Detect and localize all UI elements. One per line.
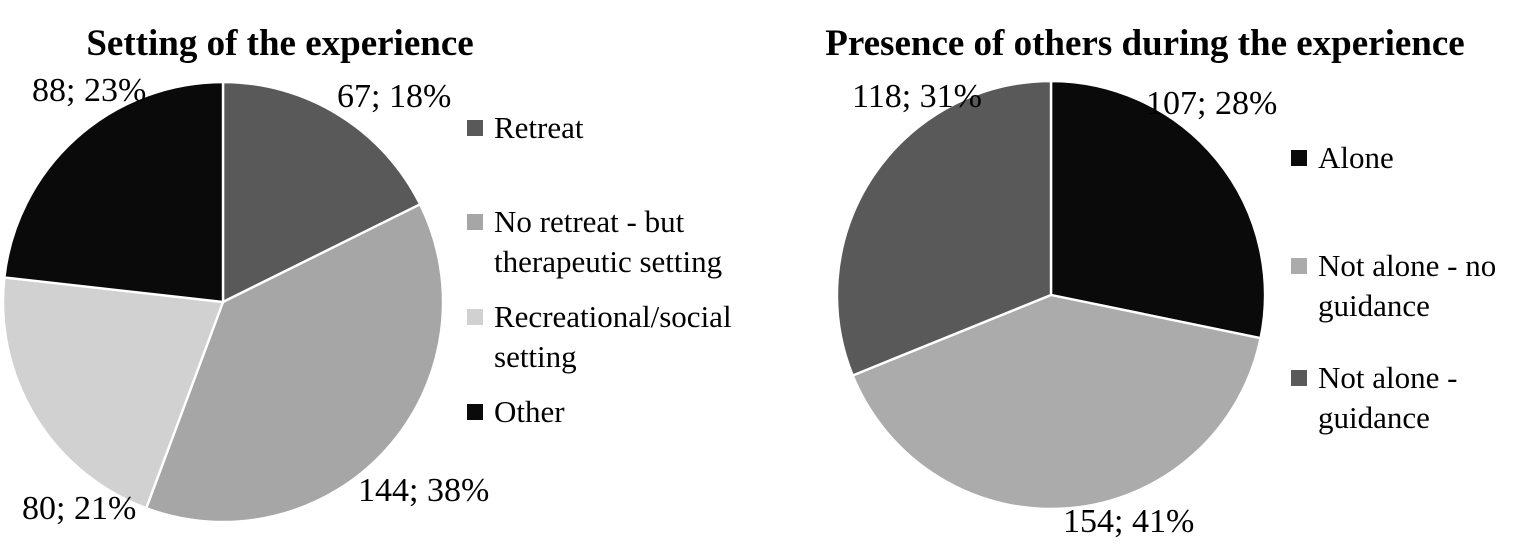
pie-setting-of-experience — [1, 80, 445, 524]
legend-label-no-retreat-therapeutic: No retreat - but therapeutic setting — [494, 204, 723, 279]
pie-presence-of-others — [835, 79, 1267, 511]
data-label-alone: 107; 28% — [1146, 85, 1278, 122]
pie-slice-alone — [1049, 79, 1267, 340]
pie-slice-not-alone-no-guidance — [851, 293, 1263, 511]
legend-label-recreational-social: Recreational/social setting — [494, 299, 732, 374]
data-label-not-alone-guidance: 118; 31% — [852, 78, 983, 115]
legend-swatch-other — [467, 404, 483, 420]
data-label-recreational: 80; 21% — [22, 490, 137, 527]
pie-slice-not-alone-guidance — [835, 79, 1053, 378]
legend-label-not-alone-no-guidance: Not alone - no guidance — [1318, 248, 1497, 323]
legend-label-alone: Alone — [1318, 140, 1394, 175]
legend-item-not-alone-guidance: Not alone - guidance — [1291, 358, 1457, 438]
legend-swatch-not-alone-guidance — [1291, 370, 1307, 386]
legend-swatch-no-retreat-therapeutic — [467, 214, 483, 230]
data-label-therapeutic: 144; 38% — [358, 472, 490, 509]
legend-item-recreational-social: Recreational/social setting — [467, 297, 732, 377]
pie-slice-recreational-social-setting — [1, 276, 225, 510]
pie-slice-other — [3, 80, 225, 304]
data-label-not-alone-no-guidance: 154; 41% — [1063, 503, 1195, 540]
legend-label-retreat: Retreat — [494, 110, 584, 145]
legend-item-retreat: Retreat — [467, 108, 584, 148]
legend-label-other: Other — [494, 394, 565, 429]
legend-swatch-not-alone-no-guidance — [1291, 258, 1307, 274]
data-label-other: 88; 23% — [32, 72, 147, 109]
legend-swatch-recreational-social — [467, 309, 483, 325]
chart-title-presence: Presence of others during the experience — [825, 22, 1465, 64]
legend-swatch-alone — [1291, 150, 1307, 166]
legend-label-not-alone-guidance: Not alone - guidance — [1318, 360, 1458, 435]
pie-slice-no-retreat-but-therapeutic-setting — [144, 202, 445, 524]
legend-item-alone: Alone — [1291, 138, 1394, 178]
pie-slice-retreat — [221, 80, 422, 304]
legend-item-other: Other — [467, 392, 565, 432]
legend-item-not-alone-no-guidance: Not alone - no guidance — [1291, 246, 1496, 326]
chart-title-setting: Setting of the experience — [86, 22, 474, 64]
legend-item-no-retreat-therapeutic: No retreat - but therapeutic setting — [467, 202, 722, 282]
data-label-retreat: 67; 18% — [337, 78, 452, 115]
legend-swatch-retreat — [467, 120, 483, 136]
